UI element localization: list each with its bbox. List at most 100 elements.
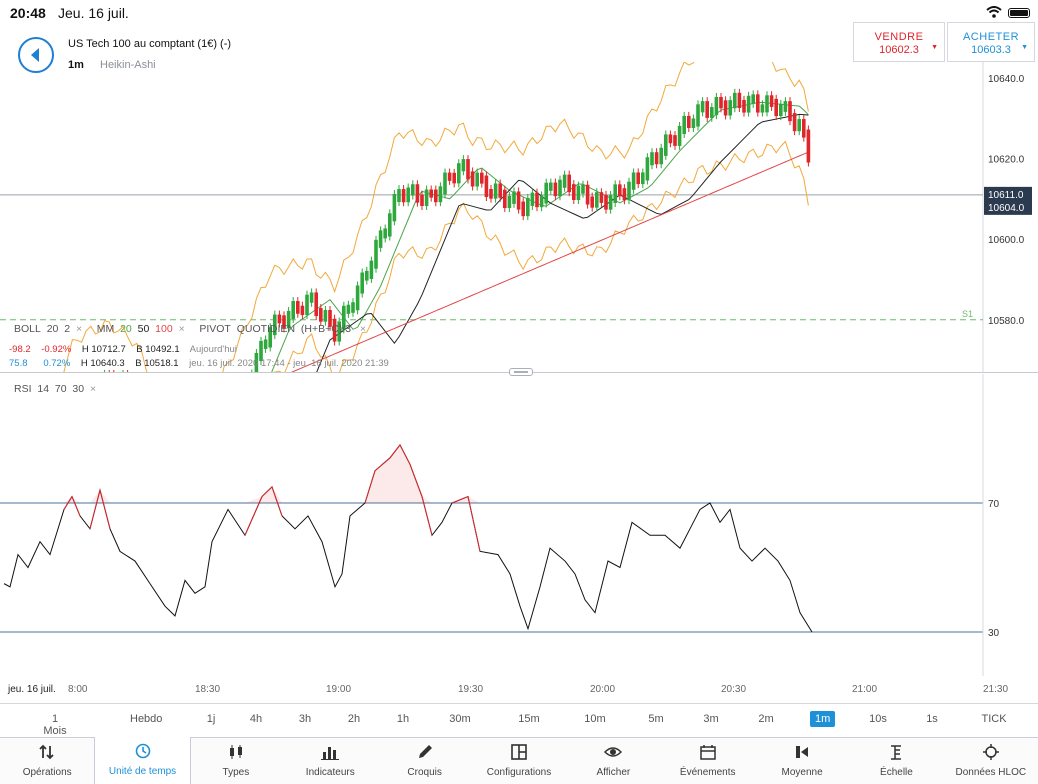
rsi-chart[interactable]: 70 30 [0,374,1038,676]
rsi-axis-label: 30 [988,628,1000,639]
candle-body [797,119,801,132]
candle-body [751,94,755,104]
toolbar-croquis[interactable]: Croquis [377,738,471,784]
candle-body [636,172,640,185]
candle-body [365,270,369,281]
price-axis-label: 10600.0 [988,235,1025,246]
timeframe-1-mois[interactable]: 1 Mois [43,713,67,737]
rsi-overbought-segment [399,444,411,465]
toolbar-label: Unité de temps [108,766,177,777]
remove-pivot-icon[interactable]: × [359,323,367,335]
candle-body [355,285,360,311]
pivot-s1-label: S1 [962,309,973,319]
pane-resize-handle[interactable] [509,368,533,376]
timeframe-tick[interactable]: TICK [981,713,1007,725]
timeframe-3m[interactable]: 3m [703,713,719,725]
timeframe-15m[interactable]: 15m [518,713,540,725]
toolbar-moyenne[interactable]: Moyenne [755,738,849,784]
chart-type-label[interactable]: Heikin-Ashi [100,59,156,71]
remove-mm-icon[interactable]: × [178,323,185,335]
toolbar-afficher[interactable]: Afficher [566,738,660,784]
candle-body [351,302,355,313]
time-axis-label: 19:00 [326,684,352,695]
candle-body [576,185,581,201]
price-axis-label: 10640.0 [988,74,1025,85]
toolbar-données-hloc[interactable]: Données HLOC [944,738,1038,784]
toolbar-configurations[interactable]: Configurations [472,738,566,784]
high-value: H 10712.7 [81,344,126,355]
candle-body [378,230,383,248]
candle-body [696,104,700,127]
candle-body [254,352,259,372]
timeframe-1m[interactable]: 1m [810,711,836,727]
toolbar-unité-de-temps[interactable]: Unité de temps [94,737,191,784]
remove-rsi-icon[interactable]: × [90,383,97,395]
rsi-param: 14 [37,383,50,395]
time-axis-label: 21:30 [983,684,1009,695]
timeframe-10s[interactable]: 10s [869,713,887,725]
timeframe-hebdo[interactable]: Hebdo [130,713,163,725]
candle-body [466,159,470,180]
candle-body [673,135,677,146]
interval-label[interactable]: 1m [68,59,84,71]
remove-boll-icon[interactable]: × [76,323,83,335]
stats-row-today: -98.2 -0.92% H 10712.7 B 10492.1 Aujourd… [9,344,237,355]
caret-down-icon: ▼ [1021,44,1028,51]
timeframe-3h[interactable]: 3h [298,713,312,725]
timeframe-2h[interactable]: 2h [347,713,361,725]
candle-body [645,157,650,181]
candle-body [710,107,714,118]
pivot-formula: (H+B+C)/3 [300,323,352,335]
candle-body [654,152,659,165]
candle-body [259,340,263,362]
candle-body [388,213,392,237]
candle-body [742,99,746,113]
price-chart[interactable]: 10640.010620.010600.010580.010560.010540… [0,62,1038,372]
rsi-axis-label: 70 [988,499,1000,510]
candle-body [282,315,286,329]
timeframe-1s[interactable]: 1s [926,713,938,725]
toolbar-label: Données HLOC [955,767,1027,778]
candle-body [806,129,811,163]
timeframe-4h[interactable]: 4h [249,713,263,725]
timeframe-10m[interactable]: 10m [584,713,606,725]
toolbar-indicateurs[interactable]: Indicateurs [283,738,377,784]
buy-button[interactable]: ACHETER 10603.3 ▼ [947,22,1035,62]
candle-body [337,321,341,342]
candle-body [705,101,709,118]
back-button[interactable] [18,37,54,73]
toolbar-échelle[interactable]: Échelle [849,738,943,784]
price-tag-box [984,186,1032,215]
timeframe-5m[interactable]: 5m [648,713,664,725]
rsi-overbought-segment [63,496,73,510]
candle-body [457,163,461,184]
time-axis-label: 18:30 [195,684,221,695]
candle-body [484,175,489,198]
candle-body [544,182,548,204]
toolbar-événements[interactable]: Événements [661,738,755,784]
timeframe-2m[interactable]: 2m [758,713,774,725]
scale-icon [891,745,902,760]
sell-button[interactable]: VENDRE 10602.3 ▼ [853,22,945,62]
candle-body [452,172,456,184]
candle-body [760,104,765,113]
mm-param-20: 20 [120,323,132,335]
timeframe-1h[interactable]: 1h [396,713,410,725]
toolbar-opérations[interactable]: Opérations [0,738,94,784]
rsi-overbought-segment [364,470,376,504]
candle-body [475,172,479,187]
candle-body [659,147,663,165]
candle-body [746,95,751,113]
toolbar-label: Croquis [407,767,442,778]
calendar-icon [699,745,716,760]
timeframe-30m[interactable]: 30m [449,713,471,725]
time-axis: jeu. 16 juil. 8:00 18:30 19:00 19:30 20:00 20… [0,684,1038,700]
bottom-toolbar: Opérations Unité de temps Types Indicateurs… [0,737,1038,784]
candle-body [319,308,323,322]
price-axis-label: 10620.0 [988,155,1025,166]
candle-body [277,314,282,324]
candle-body [631,172,636,190]
ma20-line [271,101,809,372]
toolbar-types[interactable]: Types [189,738,283,784]
timeframe-1j[interactable]: 1j [206,713,216,725]
